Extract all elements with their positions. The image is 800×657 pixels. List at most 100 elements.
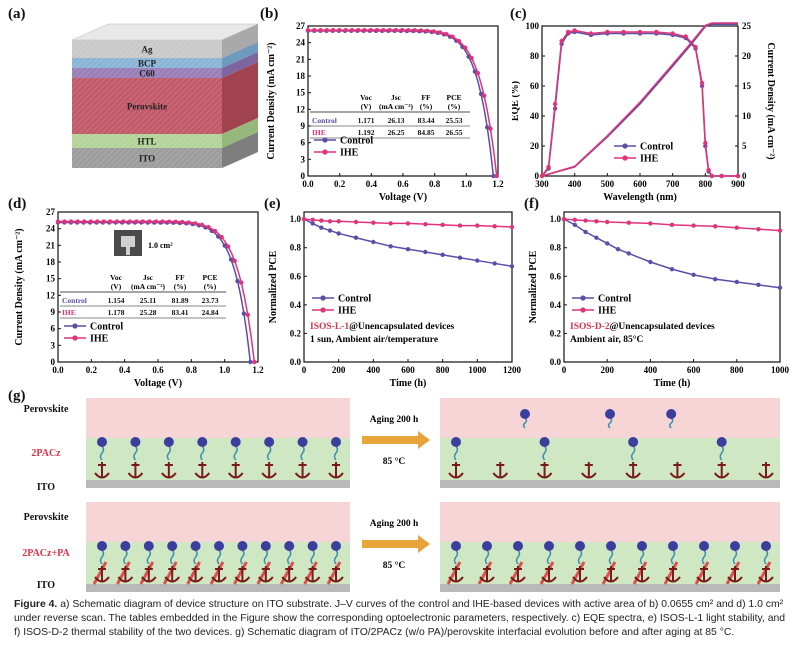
y-tick-label: 9 [301, 121, 306, 131]
eqe-chart: 300 400 500 600 700 800 900020406080100Wavelen… [512, 21, 776, 203]
table-cell: 1.192 [358, 128, 375, 137]
molecule-chain [453, 445, 459, 461]
jv-ihe-point [425, 28, 430, 34]
pce-control-point [615, 246, 621, 252]
molecule-head [637, 541, 647, 551]
layer-label: BCP [138, 59, 157, 69]
pa-strand [756, 561, 772, 585]
jv-ihe-point [75, 219, 80, 224]
molecule-head [297, 437, 308, 447]
legend-label-control: Control [640, 142, 673, 153]
pce-ihe-point [440, 222, 445, 228]
protocol-condition: @Unencapsulated devices [610, 322, 715, 332]
pce-ihe-point [648, 221, 653, 226]
jv-ihe-point [494, 173, 499, 179]
anchor-icon-arm [634, 576, 650, 583]
perovskite-layer [86, 502, 350, 542]
caption-text: a) Schematic diagram of device structure… [14, 599, 786, 638]
aging-arrow-2-title: Aging 200 h [370, 519, 419, 529]
device-photo-electrode [126, 247, 130, 255]
legend-label-control: Control [598, 294, 631, 305]
molecule-head [331, 437, 341, 447]
jv-ihe-point [312, 27, 317, 33]
test-environment-label: Ambient air, 85°C [570, 334, 644, 345]
y2-tick-label: 20 [742, 51, 752, 61]
jv-ihe-point [212, 228, 218, 234]
pce-ihe-point [336, 219, 341, 224]
pa-strand [477, 561, 493, 585]
layer-c60-side [222, 52, 258, 78]
eqe-ihe-point [703, 140, 708, 146]
pa-strand [446, 561, 462, 585]
legend-label-ihe: IHE [340, 148, 359, 159]
table-cell: 25.28 [140, 308, 157, 317]
molecule-chain [515, 549, 521, 565]
molecule-head [520, 409, 530, 419]
y-tick-label: 27 [46, 207, 56, 217]
panel-g-label: (g) [8, 388, 26, 404]
anchor-icon-arm [161, 472, 177, 479]
y-tick-label: 15 [296, 88, 306, 98]
test-environment-label: 1 sun, Ambient air/temperature [310, 335, 438, 345]
pce-ihe-point [605, 219, 610, 225]
protocol-condition: @Unencapsulated devices [349, 322, 454, 332]
jv-ihe-point [412, 28, 418, 33]
x-tick-label: 1.2 [492, 179, 504, 189]
jv-ihe-point [456, 38, 462, 44]
pce-ihe-point [691, 223, 696, 228]
legend-marker [322, 137, 328, 143]
test-protocol-label: ISOS-L-1@Unencapsulated devices [310, 322, 455, 332]
layer-ag-side [222, 24, 258, 58]
pce-ihe-point [319, 218, 324, 223]
table-cell: 1.171 [358, 116, 375, 125]
x-tick-label: 800 [699, 179, 713, 189]
y-tick-label: 12 [296, 104, 306, 114]
anchor-icon-arm [758, 576, 774, 583]
eqe-ihe-point [565, 29, 571, 35]
molecule-chain [146, 549, 152, 565]
y-tick-label: 0.4 [290, 300, 302, 310]
jv-ihe-point [199, 222, 205, 228]
protocol-name: ISOS-L-1 [310, 322, 349, 332]
eqe-ihe-point [709, 173, 715, 179]
caption-lead: Figure 4. [14, 599, 58, 610]
layer-label: C60 [139, 69, 155, 79]
anchor-icon-arm [669, 472, 686, 479]
table-cell: 81.89 [172, 296, 189, 305]
pce-control-point [310, 221, 315, 226]
pce-ihe-point [371, 220, 376, 225]
molecule-chain [542, 445, 547, 461]
molecule-chain [639, 549, 645, 565]
layer-label: ITO [139, 154, 155, 164]
jv-control-point [248, 359, 253, 365]
jv-ihe-point [362, 27, 367, 33]
pce-control-point [457, 255, 463, 260]
x-tick-label: 0.0 [302, 179, 314, 189]
pce-control-point [336, 231, 341, 236]
x-tick-label: 1.2 [252, 365, 264, 375]
pce-ihe-point [457, 223, 463, 228]
pce-control-point [388, 244, 393, 249]
g-ito-label: ITO [37, 482, 55, 493]
molecule-head [668, 541, 678, 551]
y-axis-label: Normalized PCE [268, 250, 279, 323]
x-axis-label: Voltage (V) [379, 192, 427, 203]
molecule-chain [240, 549, 245, 565]
anchor-icon-arm [211, 576, 227, 583]
perovskite-layer [440, 502, 780, 542]
layer-bcp-side [222, 42, 258, 68]
molecule-chain [99, 549, 105, 565]
figure-caption: Figure 4. a) Schematic diagram of device… [14, 598, 786, 640]
pa-strand [694, 561, 710, 585]
jv-control-point [228, 257, 234, 262]
jv-ihe-point [147, 219, 152, 224]
pa-strand [279, 561, 295, 585]
eqe-ihe-point [621, 29, 626, 35]
anchor-icon-arm [492, 472, 509, 479]
pce-ihe-point [583, 218, 588, 223]
pce-control-point [509, 264, 515, 269]
molecule-head [716, 437, 727, 447]
jv-ihe-point [167, 219, 172, 224]
anchor-icon-arm [94, 576, 110, 583]
x-axis-label: Voltage (V) [134, 378, 182, 388]
